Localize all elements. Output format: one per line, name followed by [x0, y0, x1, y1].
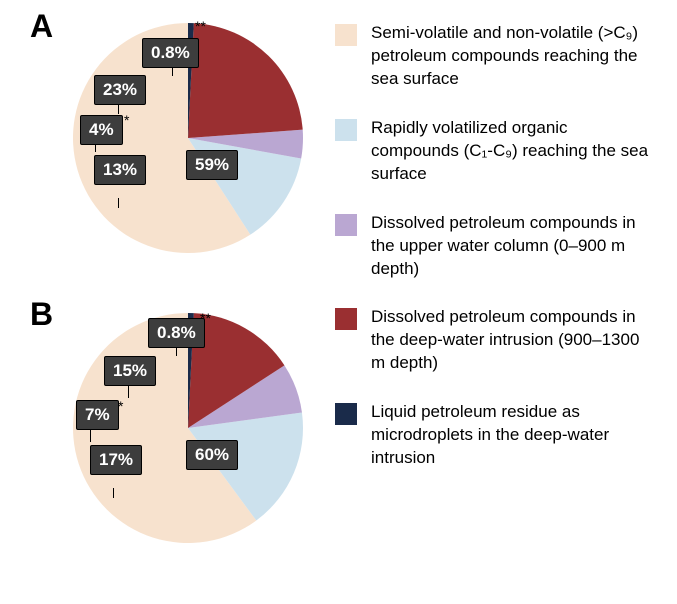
panel-label-a: A	[30, 8, 53, 45]
legend-item-dissolved-upper: Dissolved petroleum compounds in the upp…	[335, 212, 655, 281]
legend-swatch	[335, 24, 357, 46]
legend-text: Dissolved petroleum compounds in the upp…	[371, 212, 655, 281]
annotation-star-b-upper: *	[118, 398, 123, 414]
leader-line	[113, 488, 114, 498]
legend: Semi-volatile and non-volatile (>C₉) pet…	[335, 22, 655, 496]
legend-item-rapidly-volatilized: Rapidly volatilized organic compounds (C…	[335, 117, 655, 186]
legend-item-dissolved-deep: Dissolved petroleum compounds in the dee…	[335, 306, 655, 375]
legend-swatch	[335, 119, 357, 141]
callout-a-semi-volatile: 59%	[186, 150, 238, 180]
legend-text: Liquid petroleum residue as microdroplet…	[371, 401, 655, 470]
callout-b-dissolved-upper: 7%	[76, 400, 119, 430]
annotation-star-a-upper: *	[124, 112, 129, 128]
legend-text: Semi-volatile and non-volatile (>C₉) pet…	[371, 22, 655, 91]
leader-line	[118, 198, 119, 208]
callout-b-semi-volatile: 60%	[186, 440, 238, 470]
callout-a-dissolved-upper: 4%	[80, 115, 123, 145]
legend-swatch	[335, 403, 357, 425]
panel-label-b: B	[30, 296, 53, 333]
callout-a-dissolved-deep: 23%	[94, 75, 146, 105]
figure: A B 59% 13% 4% * 23% 0.8% ** 60% 17% 7% …	[0, 0, 677, 604]
annotation-star-b-residue: **	[200, 310, 211, 326]
pie-slice-dissolved_deep	[188, 23, 303, 138]
callout-a-residue: 0.8%	[142, 38, 199, 68]
legend-text: Dissolved petroleum compounds in the dee…	[371, 306, 655, 375]
legend-swatch	[335, 308, 357, 330]
callout-a-rapidly-volatilized: 13%	[94, 155, 146, 185]
legend-text: Rapidly volatilized organic compounds (C…	[371, 117, 655, 186]
callout-b-rapidly-volatilized: 17%	[90, 445, 142, 475]
callout-b-dissolved-deep: 15%	[104, 356, 156, 386]
annotation-star-a-residue: **	[195, 18, 206, 34]
callout-b-residue: 0.8%	[148, 318, 205, 348]
legend-swatch	[335, 214, 357, 236]
legend-item-semi-volatile: Semi-volatile and non-volatile (>C₉) pet…	[335, 22, 655, 91]
legend-item-residue: Liquid petroleum residue as microdroplet…	[335, 401, 655, 470]
